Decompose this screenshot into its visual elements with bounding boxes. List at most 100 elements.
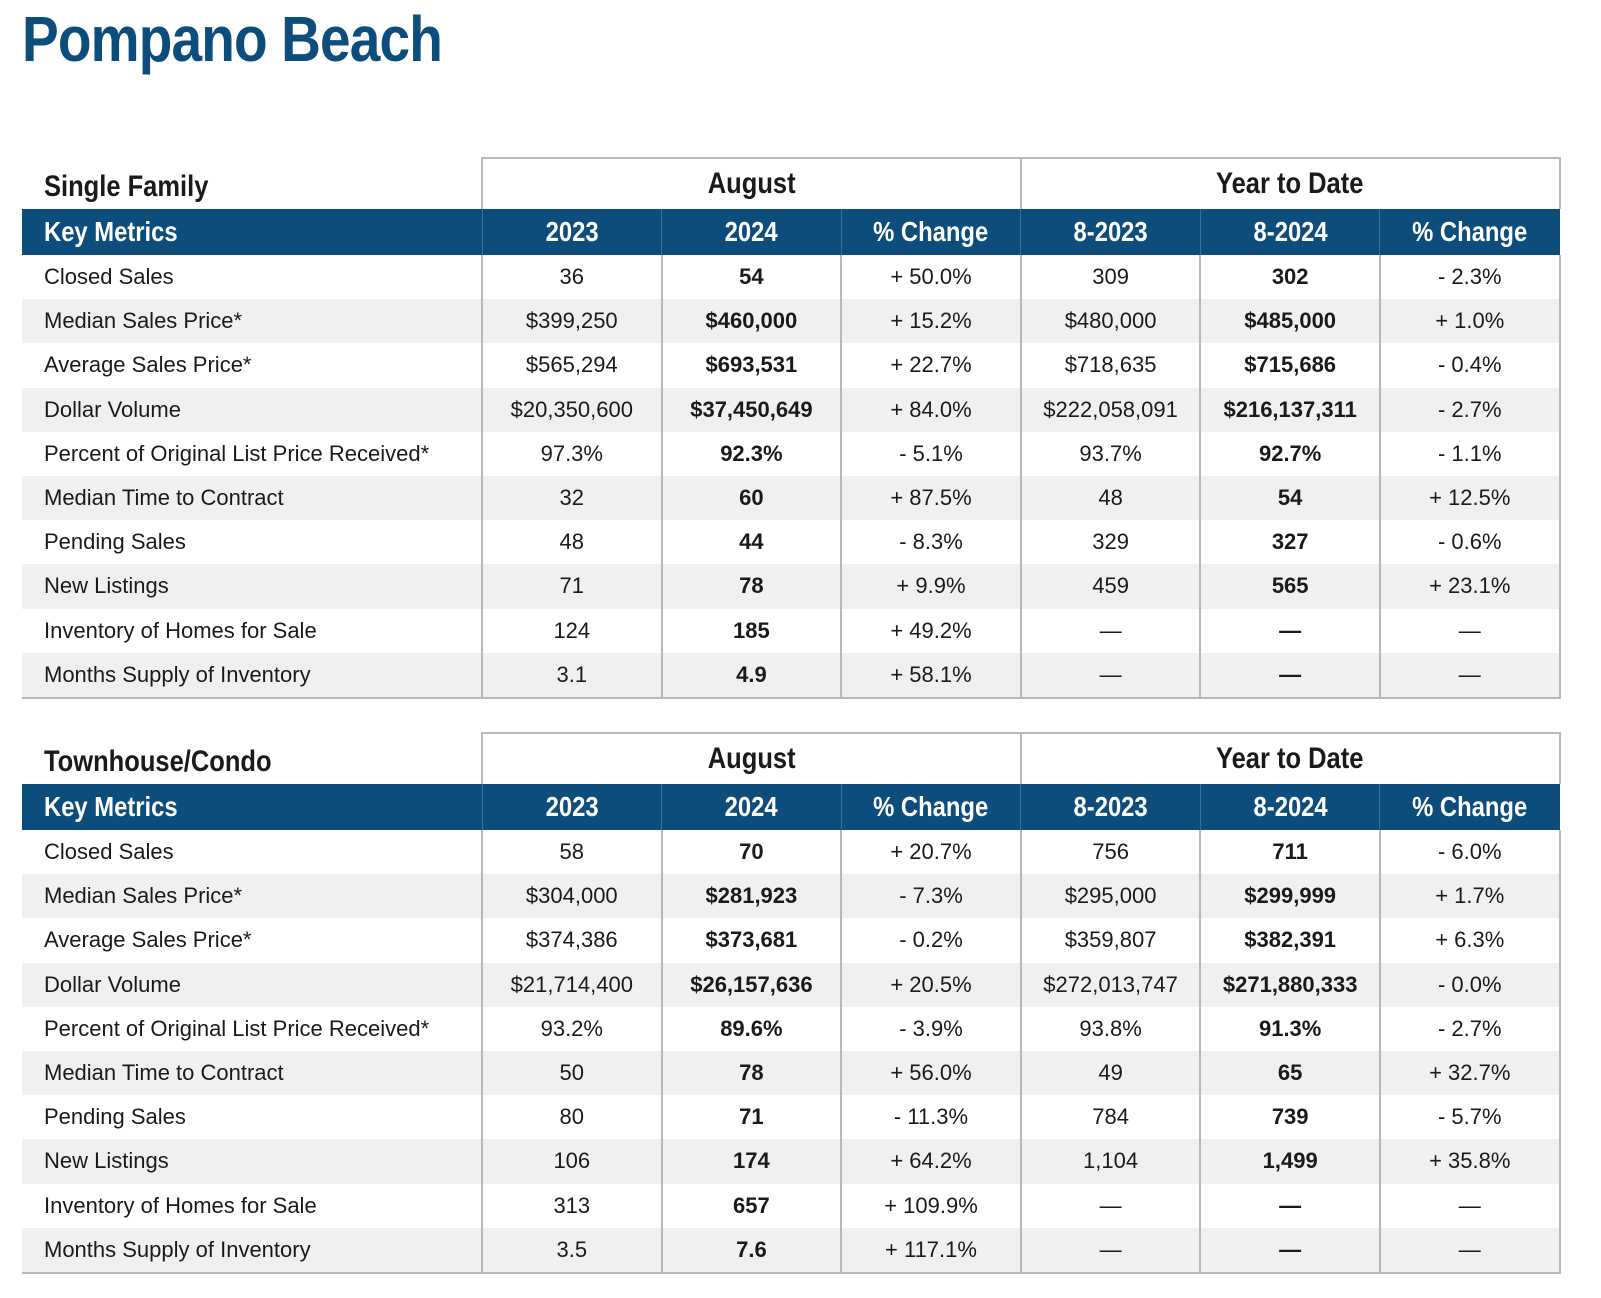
metric-value-pct: + 15.2% xyxy=(840,299,1021,344)
metric-value-ytd-pct: + 12.5% xyxy=(1378,475,1561,521)
metric-label: Inventory of Homes for Sale xyxy=(44,1192,317,1218)
metric-label: Average Sales Price* xyxy=(44,927,252,953)
metric-value-pct: - 8.3% xyxy=(840,520,1021,565)
table-row: Percent of Original List Price Received*… xyxy=(22,431,1561,476)
col-header-ytd-2023: 8-2023 xyxy=(1020,209,1201,255)
col-header-text: Key Metrics xyxy=(44,791,178,822)
col-header-ytd-2023: 8-2023 xyxy=(1020,784,1201,830)
metric-value-ytd2023: 93.8% xyxy=(1019,1006,1201,1051)
col-header-ytd-pct-change: % Change xyxy=(1379,784,1560,830)
table-row: Median Time to Contract 32 60 + 87.5% 48 54 + … xyxy=(22,475,1561,521)
metric-value-pct: + 20.7% xyxy=(840,830,1021,875)
metric-value-v2024: 4.9 xyxy=(660,652,842,699)
metric-value-ytd-pct: - 0.0% xyxy=(1378,962,1561,1007)
metric-value-ytd2024: 565 xyxy=(1199,564,1380,609)
metric-value-v2023: 97.3% xyxy=(481,431,662,476)
metric-value-v2024: 54 xyxy=(660,255,842,300)
metric-value-ytd-pct: + 35.8% xyxy=(1378,1139,1561,1184)
metric-value-ytd-pct: + 1.7% xyxy=(1378,874,1561,919)
metric-value-ytd2023: — xyxy=(1019,1227,1201,1274)
metric-value-ytd-pct: — xyxy=(1378,1227,1561,1274)
metric-value-v2024: 60 xyxy=(660,475,842,521)
metric-value-v2023: $21,714,400 xyxy=(481,962,662,1007)
metric-value-ytd2024: — xyxy=(1199,1227,1380,1274)
metric-value-v2024: 78 xyxy=(660,564,842,609)
col-header-key-metrics: Key Metrics xyxy=(22,209,482,255)
metric-value-ytd2023: $359,807 xyxy=(1019,918,1201,963)
col-header-text: 2023 xyxy=(545,216,599,247)
col-header-text: 8-2023 xyxy=(1073,791,1148,822)
metric-value-v2024: $460,000 xyxy=(660,299,842,344)
metric-value-v2023: 50 xyxy=(481,1050,662,1096)
table-row: Average Sales Price* $374,386 $373,681- 0.… xyxy=(22,918,1561,963)
metric-label: Inventory of Homes for Sale xyxy=(44,617,317,643)
metric-value-v2024: 89.6% xyxy=(660,1006,842,1051)
metric-label: Pending Sales xyxy=(44,529,186,555)
metric-value-v2023: 313 xyxy=(481,1183,662,1228)
table-row: Median Sales Price* $304,000 $281,923- 7.3… xyxy=(22,874,1561,919)
col-header-text: % Change xyxy=(873,791,989,822)
metric-value-pct: + 58.1% xyxy=(840,652,1021,699)
metric-label: Median Sales Price* xyxy=(22,874,482,919)
metric-value-v2023: 58 xyxy=(481,830,662,875)
metric-value-pct: - 7.3% xyxy=(840,874,1021,919)
metric-label: Months Supply of Inventory xyxy=(22,1227,482,1274)
col-header-2024: 2024 xyxy=(661,209,842,255)
metric-label: Closed Sales xyxy=(44,839,174,865)
metric-value-ytd-pct: - 2.3% xyxy=(1378,255,1561,300)
table-row: Closed Sales 58 70 + 20.7% 756 711- 6.0% xyxy=(22,830,1561,875)
metric-value-v2023: 93.2% xyxy=(481,1006,662,1051)
metric-value-v2023: 80 xyxy=(481,1095,662,1140)
metric-value-ytd2024: — xyxy=(1199,1183,1380,1228)
metric-value-ytd2023: 49 xyxy=(1019,1050,1201,1096)
metric-value-ytd-pct: + 32.7% xyxy=(1378,1050,1561,1096)
metric-value-pct: - 0.2% xyxy=(840,918,1021,963)
metric-label: New Listings xyxy=(22,564,482,609)
col-header-text: 8-2024 xyxy=(1253,216,1328,247)
table-row: Months Supply of Inventory 3.5 7.6 + 117.1%… xyxy=(22,1227,1561,1274)
single-family-table: Single Family August Year to Date Key Me… xyxy=(22,157,1561,699)
table-row: Average Sales Price* $565,294 $693,531 + 22… xyxy=(22,343,1561,388)
metric-value-v2024: $373,681 xyxy=(660,918,842,963)
col-header-text: 8-2023 xyxy=(1073,216,1148,247)
metric-value-ytd2024: 65 xyxy=(1199,1050,1380,1096)
metric-value-v2024: 92.3% xyxy=(660,431,842,476)
metric-label: New Listings xyxy=(22,1139,482,1184)
metric-value-ytd2023: — xyxy=(1019,608,1201,653)
section-title-text: Single Family xyxy=(44,169,209,203)
section-title-text: Townhouse/Condo xyxy=(44,744,272,778)
metric-label: Months Supply of Inventory xyxy=(22,652,482,699)
metric-value-ytd2024: $382,391 xyxy=(1199,918,1380,963)
metric-value-ytd2023: 756 xyxy=(1019,830,1201,875)
table-row: Median Time to Contract 50 78 + 56.0% 49 65 + … xyxy=(22,1050,1561,1096)
metric-value-pct: + 9.9% xyxy=(840,564,1021,609)
table-row: Dollar Volume $21,714,400 $26,157,636 + 20.… xyxy=(22,962,1561,1007)
table-row: New Listings 106 174 + 64.2% 1,104 1,499 + 35.… xyxy=(22,1139,1561,1184)
metric-value-ytd2023: 784 xyxy=(1019,1095,1201,1140)
col-header-key-metrics: Key Metrics xyxy=(22,784,482,830)
group-header-ytd: Year to Date xyxy=(1019,732,1561,784)
table-row: Inventory of Homes for Sale 124 185 + 49.2%… xyxy=(22,608,1561,653)
metric-value-pct: - 5.1% xyxy=(840,431,1021,476)
metric-value-ytd2024: 1,499 xyxy=(1199,1139,1380,1184)
col-header-text: Key Metrics xyxy=(44,216,178,247)
metric-value-pct: + 56.0% xyxy=(840,1050,1021,1096)
metric-label: Pending Sales xyxy=(44,1104,186,1130)
metric-value-pct: + 84.0% xyxy=(840,387,1021,432)
metric-value-v2024: 78 xyxy=(660,1050,842,1096)
metric-label: Median Time to Contract xyxy=(22,1050,482,1096)
col-header-ytd-2024: 8-2024 xyxy=(1199,784,1380,830)
metric-value-ytd2023: 93.7% xyxy=(1019,431,1201,476)
metric-value-ytd2023: 48 xyxy=(1019,475,1201,521)
metric-value-pct: + 20.5% xyxy=(840,962,1021,1007)
metric-value-v2024: $281,923 xyxy=(660,874,842,919)
metric-label: Closed Sales xyxy=(44,264,174,290)
table-row: Months Supply of Inventory 3.1 4.9 + 58.1% —… xyxy=(22,652,1561,699)
metric-value-v2024: 44 xyxy=(660,520,842,565)
metric-value-ytd2024: $715,686 xyxy=(1199,343,1380,388)
metric-value-ytd2024: $299,999 xyxy=(1199,874,1380,919)
metric-value-v2024: 185 xyxy=(660,608,842,653)
metric-value-ytd2024: 302 xyxy=(1199,255,1380,300)
table-row: Pending Sales 48 44- 8.3% 329 327- 0.6% xyxy=(22,520,1561,565)
metric-value-v2023: 3.1 xyxy=(481,652,662,699)
